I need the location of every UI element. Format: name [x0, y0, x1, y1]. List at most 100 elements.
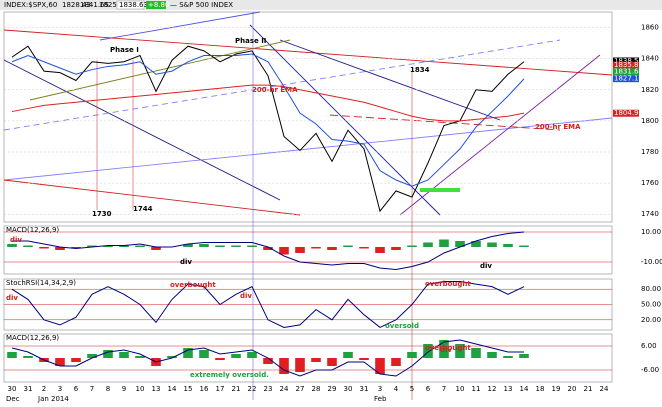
panel-title: MACD(12,26,9) — [6, 334, 59, 342]
series-line — [11, 45, 525, 213]
y-tick-label: 1800 — [641, 117, 659, 125]
x-tick-label: 21 — [584, 385, 593, 393]
histogram-bar — [55, 247, 65, 250]
annotation: div — [6, 294, 18, 302]
annotation: div — [240, 292, 252, 300]
price-tag-label: 1835.85 — [614, 61, 643, 69]
price-tag-label: 1831.60 — [614, 68, 643, 76]
x-tick-label: 13 — [152, 385, 161, 393]
close: 1838.63 — [119, 1, 148, 9]
change-box — [146, 1, 166, 9]
x-tick-label: 10 — [136, 385, 145, 393]
y-tick-label: 1860 — [641, 24, 659, 32]
histogram-bar — [375, 247, 385, 253]
x-tick-label: 31 — [360, 385, 369, 393]
histogram-bar — [407, 245, 417, 247]
x-tick-label: 14 — [520, 385, 529, 393]
histogram-bar — [439, 239, 449, 247]
series-line — [11, 84, 525, 122]
histogram-bar — [135, 245, 145, 247]
histogram-bar — [39, 247, 49, 249]
annotation: extremely oversold. — [190, 371, 269, 379]
open: 1828.43 — [62, 1, 91, 9]
histogram-bar — [375, 358, 385, 374]
histogram-bar — [359, 247, 369, 249]
annotation: Phase II — [235, 37, 266, 45]
histogram-bar — [199, 350, 209, 358]
y-tick-label: -6.00 — [641, 366, 659, 374]
annotation: div — [440, 346, 452, 354]
annotation: overbought — [170, 281, 216, 289]
series-line — [11, 53, 525, 187]
index-name: — S&P 500 INDEX — [170, 1, 233, 9]
macd-frame — [3, 225, 613, 275]
y-tick-label: -10.00 — [641, 258, 662, 266]
annotation: 1730 — [92, 210, 112, 218]
x-tick-label: 8 — [106, 385, 110, 393]
x-tick-label: 12 — [488, 385, 497, 393]
annotation: div — [180, 258, 192, 266]
x-tick-label: 4 — [394, 385, 399, 393]
histogram-bar — [343, 352, 353, 358]
macd2-frame — [3, 333, 613, 383]
change: +8.80 — [148, 1, 169, 9]
series-line — [12, 231, 525, 271]
price-tag — [613, 57, 639, 65]
annotation: oversold — [385, 322, 419, 330]
histogram-bar — [119, 352, 129, 358]
histogram-bar — [135, 356, 145, 358]
trendline — [329, 114, 561, 131]
histogram-bar — [215, 358, 225, 360]
histogram-bar — [391, 247, 401, 250]
histogram-bar — [7, 352, 17, 358]
trendline — [3, 59, 281, 201]
price-tag — [613, 61, 639, 69]
histogram-bar — [231, 354, 241, 358]
series-line — [11, 281, 525, 329]
histogram-bar — [183, 244, 193, 247]
x-tick-label: 11 — [472, 385, 481, 393]
y-tick-label: 1820 — [641, 86, 659, 94]
trendline — [279, 39, 501, 121]
x-tick-label: 9 — [122, 385, 126, 393]
x-tick-label: 6 — [426, 385, 431, 393]
series-line — [11, 339, 524, 377]
annotation: 1744 — [133, 205, 153, 213]
histogram-bar — [455, 344, 465, 358]
annotation: 200-hr EMA — [535, 123, 581, 131]
histogram-bar — [151, 247, 161, 250]
histogram-bar — [87, 245, 97, 247]
x-tick-label: 18 — [536, 385, 545, 393]
price-tag-label: 1838.51 — [614, 57, 643, 65]
price-tag — [613, 68, 639, 76]
histogram-bar — [263, 247, 273, 250]
histogram-bar — [471, 348, 481, 358]
x-tick-label: 5 — [410, 385, 414, 393]
x-tick-label: 19 — [552, 385, 561, 393]
x-tick-label: 30 — [8, 385, 17, 393]
x-tick-label: 3 — [58, 385, 62, 393]
x-tick-label: 7 — [442, 385, 446, 393]
histogram-bar — [247, 245, 257, 247]
x-tick-label: 2 — [42, 385, 46, 393]
x-tick-label: 27 — [296, 385, 305, 393]
trendline — [3, 117, 613, 181]
histogram-bar — [119, 245, 129, 247]
histogram-bar — [455, 241, 465, 247]
x-tick-label: 6 — [74, 385, 79, 393]
histogram-bar — [23, 245, 33, 247]
x-tick-label: 13 — [504, 385, 513, 393]
x-tick-label: 15 — [184, 385, 193, 393]
histogram-bar — [55, 358, 65, 366]
x-tick-label: 16 — [200, 385, 209, 393]
histogram-bar — [343, 245, 353, 247]
trendline — [3, 179, 301, 216]
y-tick-label: 20.00 — [641, 316, 661, 324]
histogram-bar — [391, 358, 401, 366]
y-tick-label: 6.00 — [641, 342, 657, 350]
price-tag-label: 1804.93 — [614, 109, 643, 117]
histogram-bar — [487, 242, 497, 247]
histogram-bar — [167, 356, 177, 358]
